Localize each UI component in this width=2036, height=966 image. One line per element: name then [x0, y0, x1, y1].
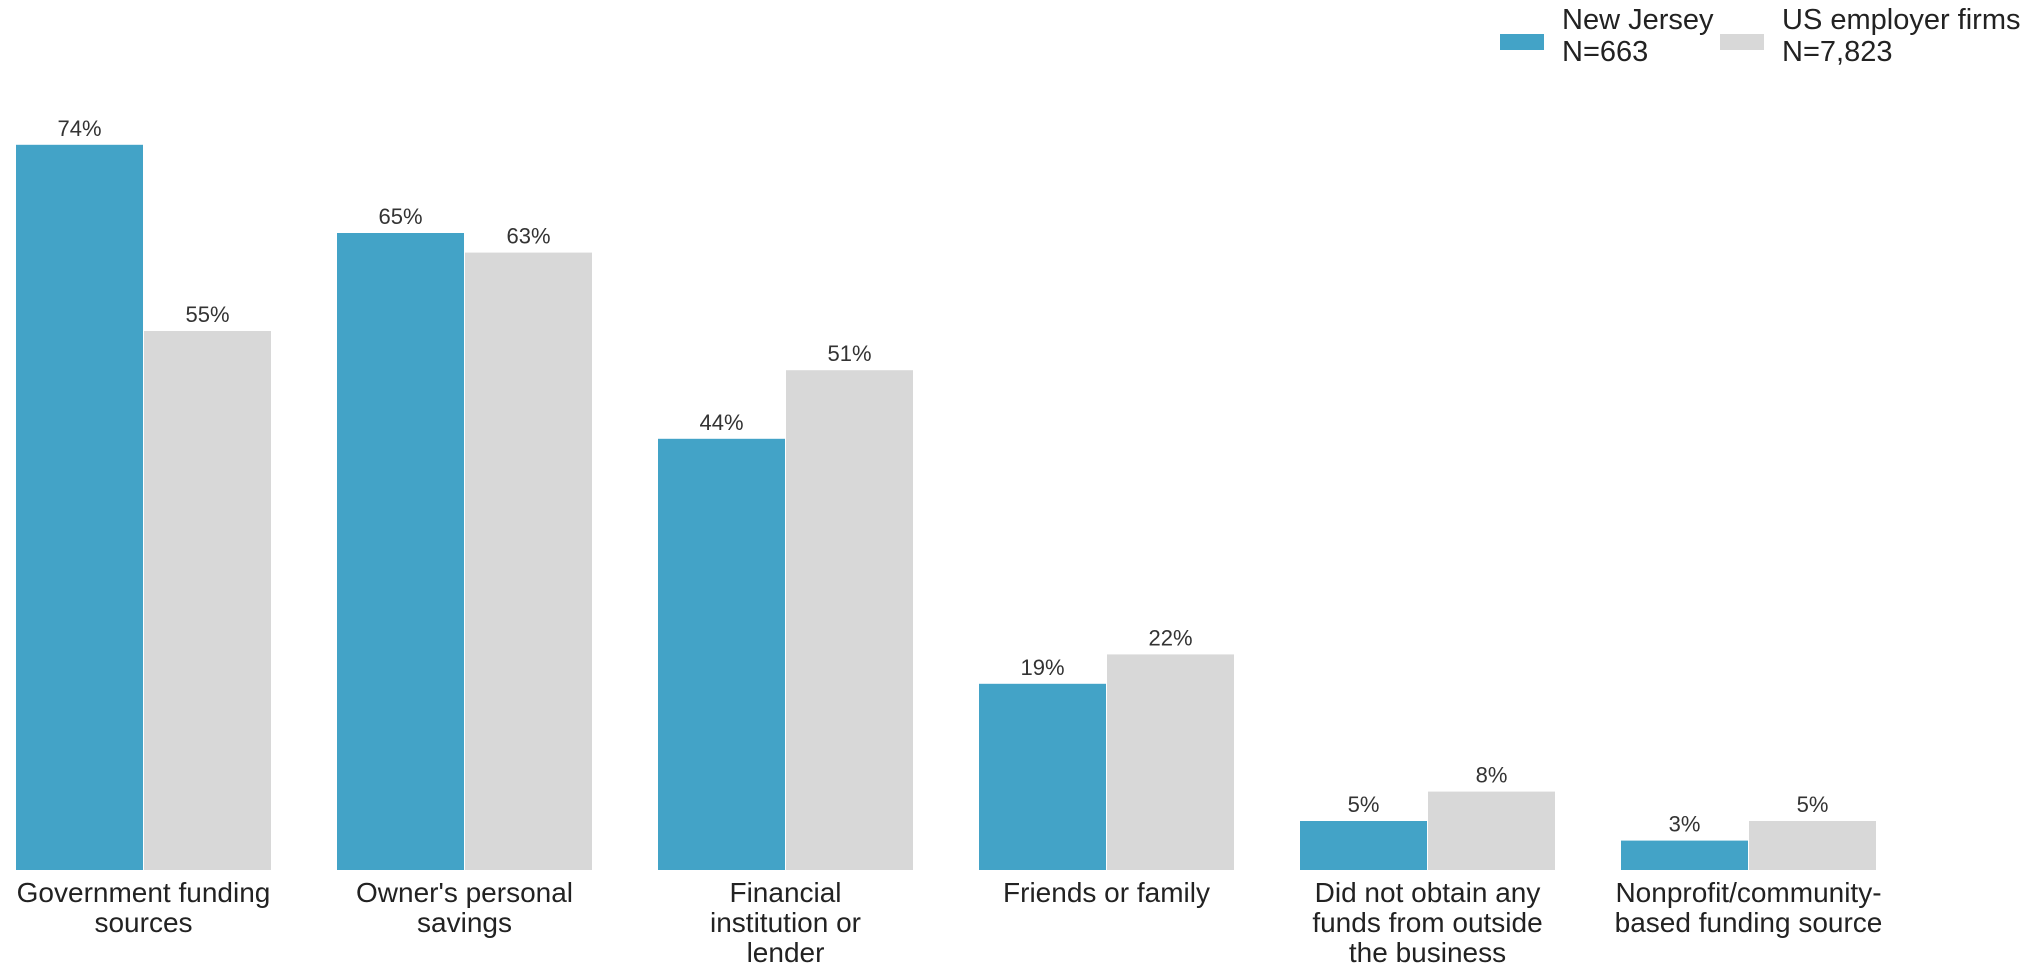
category-label-1: Owner's personal savings: [356, 877, 573, 938]
data-label-us-employer-firms-2: 51%: [827, 341, 871, 366]
legend-n-new-jersey: N=663: [1562, 36, 1649, 68]
category-label-line-5-0: Nonprofit/community-: [1615, 877, 1881, 908]
bar-us-employer-firms-0: [144, 331, 271, 870]
bar-new-jersey-5: [1621, 840, 1748, 870]
data-label-new-jersey-5: 3%: [1669, 812, 1701, 837]
legend-swatch-us-employer-firms: [1720, 34, 1764, 50]
category-label-line-4-2: the business: [1349, 937, 1506, 966]
category-label-line-4-1: funds from outside: [1312, 907, 1542, 938]
category-label-line-4-0: Did not obtain any: [1315, 877, 1541, 908]
category-label-line-1-0: Owner's personal: [356, 877, 573, 908]
category-label-2: Financial institution or lender: [710, 877, 861, 966]
data-label-new-jersey-4: 5%: [1348, 792, 1380, 817]
legend-item-us-employer-firms: US employer firms N=7,823: [1720, 4, 2021, 68]
data-label-us-employer-firms-3: 22%: [1148, 625, 1192, 650]
category-label-line-2-1: institution or: [710, 907, 861, 938]
data-label-new-jersey-0: 74%: [57, 116, 101, 141]
category-label-line-5-1: based funding source: [1615, 907, 1883, 938]
bar-us-employer-firms-4: [1428, 791, 1555, 870]
legend-name-us-employer-firms: US employer firms: [1782, 4, 2021, 36]
category-label-line-3-0: Friends or family: [1003, 877, 1210, 908]
data-label-new-jersey-2: 44%: [699, 410, 743, 435]
data-label-us-employer-firms-5: 5%: [1797, 792, 1829, 817]
category-label-line-2-0: Financial: [729, 877, 841, 908]
legend-label-us-employer-firms: US employer firms N=7,823: [1782, 4, 2021, 68]
category-label-0: Government funding sources: [17, 877, 271, 938]
category-label-line-2-2: lender: [747, 937, 825, 966]
legend-swatch-new-jersey: [1500, 34, 1544, 50]
legend-item-new-jersey: New Jersey N=663: [1500, 4, 1714, 68]
bar-new-jersey-0: [16, 144, 143, 871]
category-label-line-0-1: sources: [94, 907, 192, 938]
bar-us-employer-firms-3: [1107, 654, 1234, 870]
bar-us-employer-firms-5: [1749, 821, 1876, 870]
data-label-new-jersey-3: 19%: [1020, 655, 1064, 680]
category-label-5: Nonprofit/community-based funding source: [1615, 877, 1883, 938]
data-label-us-employer-firms-1: 63%: [506, 224, 550, 249]
bar-us-employer-firms-1: [465, 252, 592, 871]
bar-new-jersey-2: [658, 438, 785, 870]
legend-name-new-jersey: New Jersey: [1562, 4, 1714, 36]
data-label-new-jersey-1: 65%: [378, 204, 422, 229]
category-label-line-1-1: savings: [417, 907, 512, 938]
category-label-4: Did not obtain any funds from outside the …: [1312, 877, 1542, 966]
legend-n-us-employer-firms: N=7,823: [1782, 36, 1893, 68]
category-label-3: Friends or family: [1003, 877, 1210, 908]
legend-label-new-jersey: New Jersey N=663: [1562, 4, 1714, 68]
bar-new-jersey-4: [1300, 821, 1427, 870]
category-label-line-0-0: Government funding: [17, 877, 271, 908]
data-label-us-employer-firms-0: 55%: [185, 302, 229, 327]
bar-new-jersey-1: [337, 233, 464, 870]
data-label-us-employer-firms-4: 8%: [1476, 763, 1508, 788]
bar-us-employer-firms-2: [786, 370, 913, 870]
bar-new-jersey-3: [979, 683, 1106, 870]
